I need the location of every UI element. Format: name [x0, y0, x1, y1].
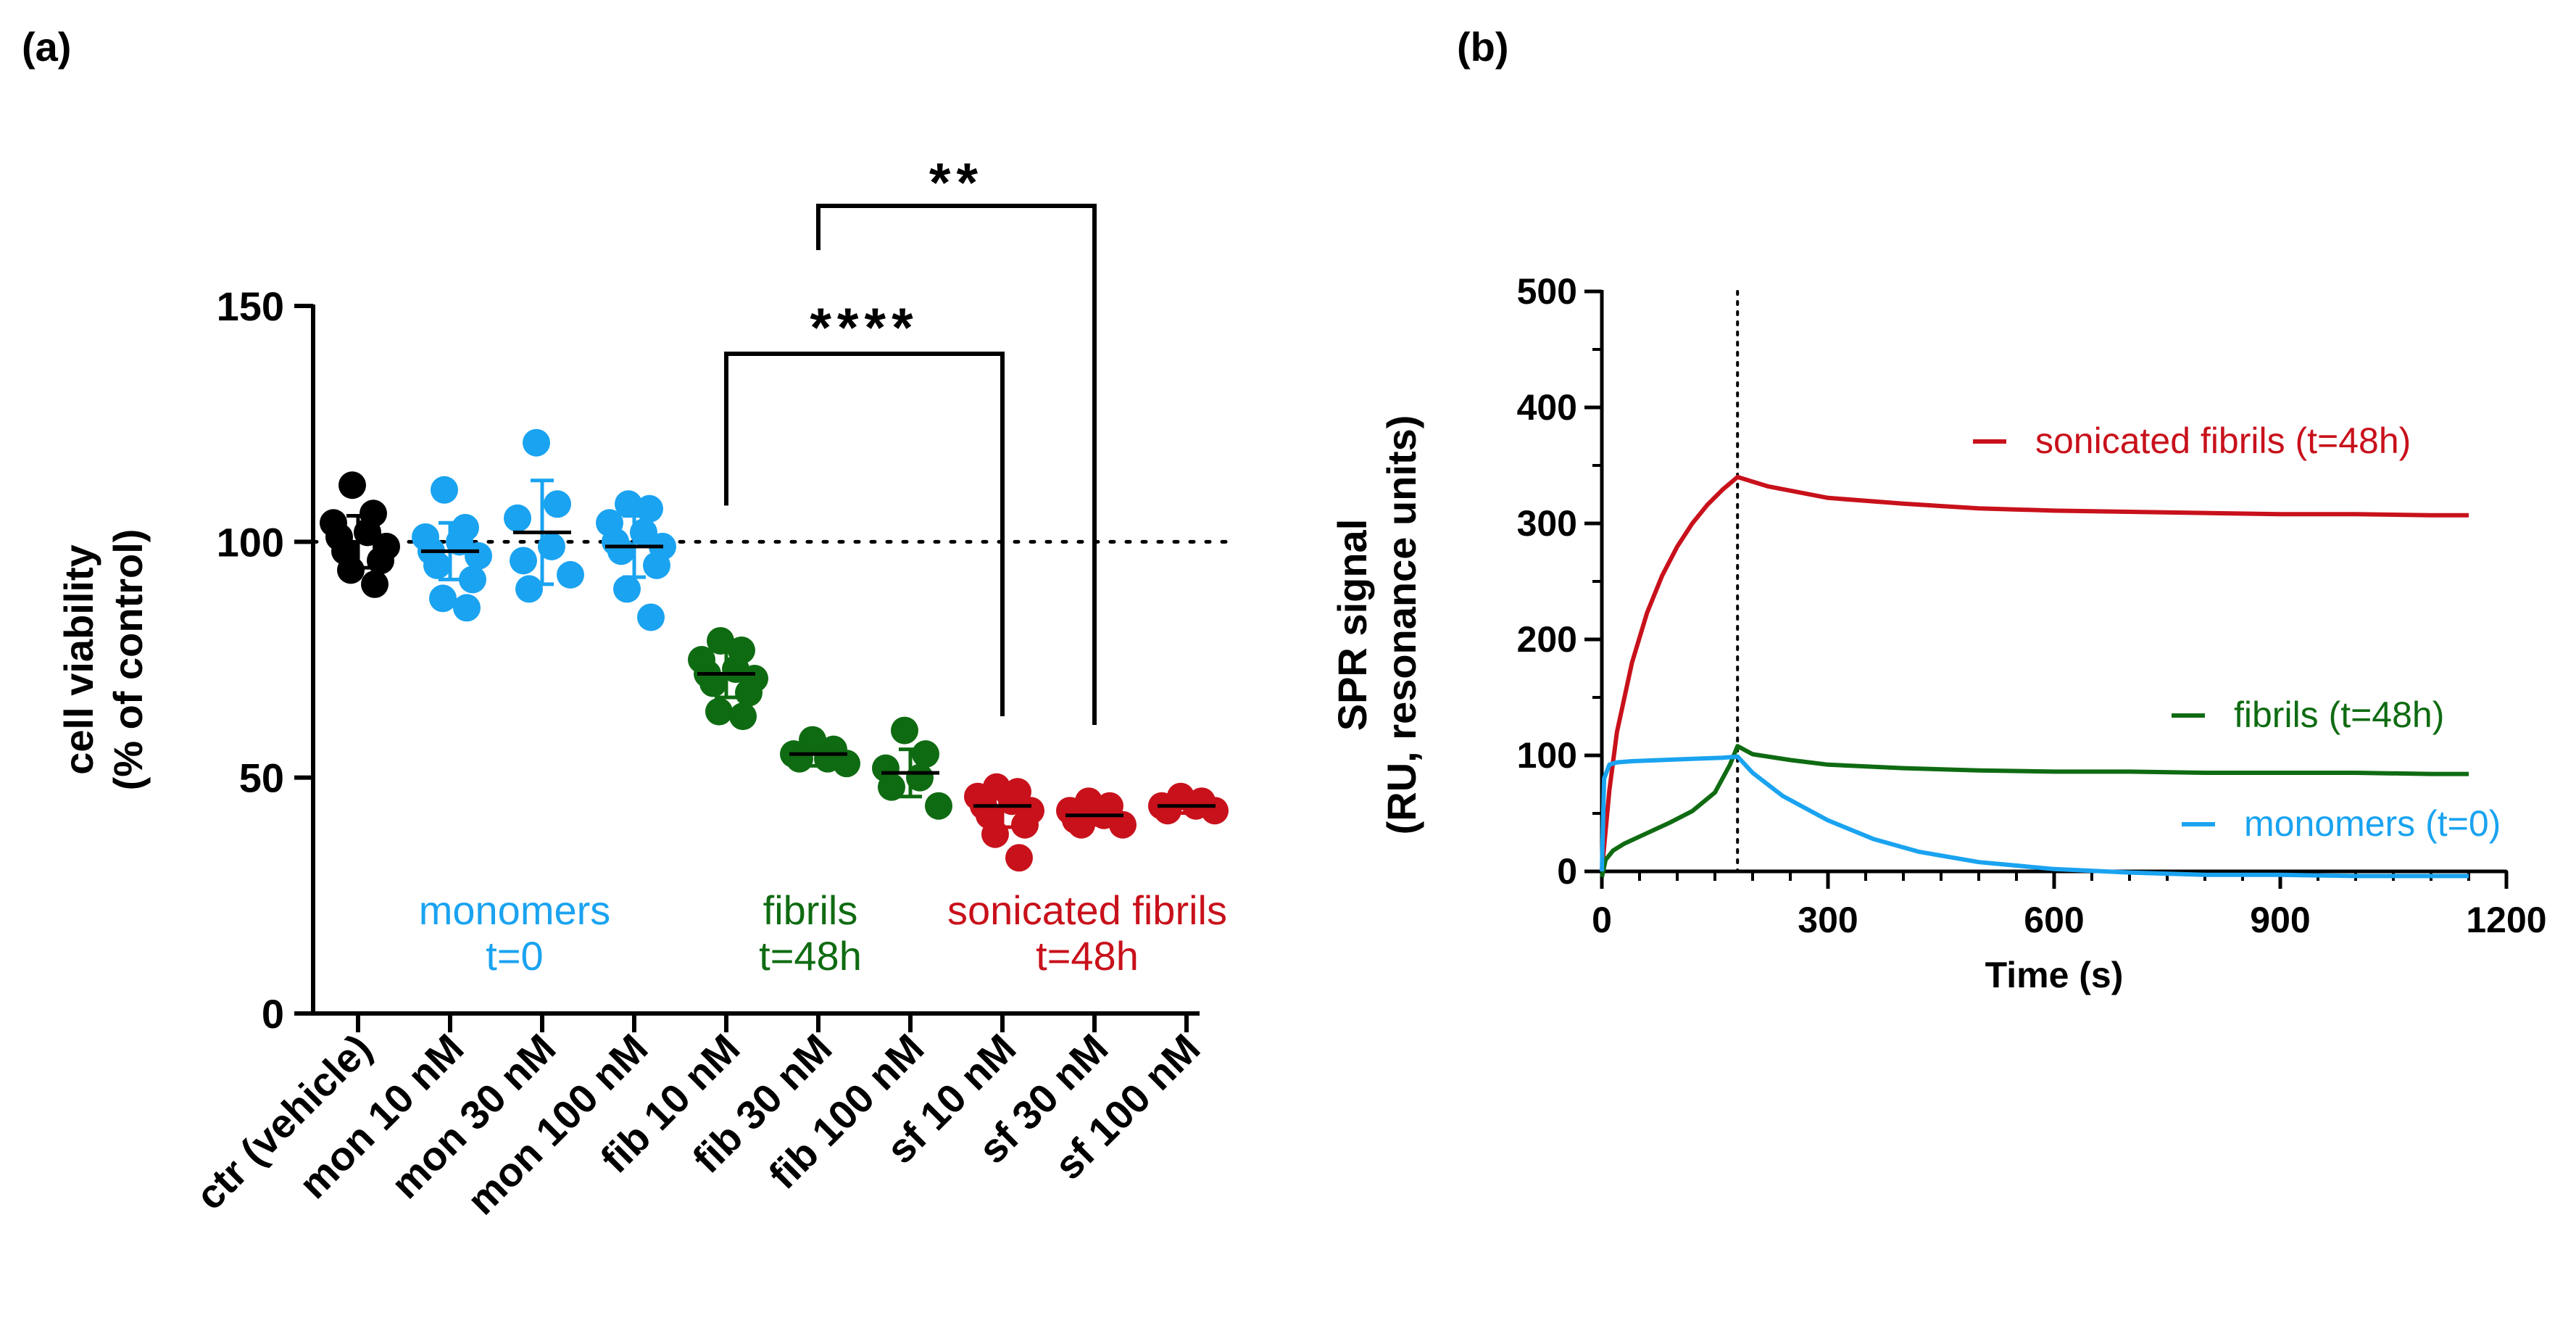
legend-label: monomers (t=0) — [2244, 803, 2501, 844]
data-point — [523, 428, 550, 457]
data-point — [707, 626, 734, 655]
data-point — [338, 471, 366, 499]
data-point — [643, 551, 670, 579]
data-point — [637, 603, 665, 631]
y-tick-label-b: 200 — [1517, 619, 1577, 660]
y-axis-label-a-line1: cell viability — [56, 544, 101, 775]
group-label-line2: t=0 — [486, 933, 543, 979]
data-point — [729, 702, 757, 731]
y-tick-label-b: 400 — [1517, 387, 1577, 428]
data-point — [1005, 844, 1033, 872]
y-tick-label-b: 0 — [1557, 851, 1577, 892]
group-label-line2: t=48h — [759, 933, 862, 979]
y-axis-label-b: SPR signal(RU, resonance units) — [1329, 415, 1424, 835]
significance-bracket — [816, 204, 1097, 725]
data-point — [337, 556, 365, 584]
x-tick-label-b: 0 — [1592, 900, 1612, 940]
data-point — [1011, 810, 1039, 839]
data-point — [367, 547, 394, 575]
group-label-line1: fibrils — [763, 887, 858, 933]
data-point — [429, 584, 457, 613]
data-point — [557, 560, 584, 589]
data-point — [1154, 797, 1181, 825]
data-point — [1201, 797, 1229, 825]
y-tick-label-a: 0 — [262, 991, 284, 1037]
x-axis-label-b: Time (s) — [1985, 955, 2124, 995]
data-point — [510, 547, 537, 575]
panel-label-a: (a) — [22, 24, 71, 70]
data-point — [544, 490, 571, 518]
data-point — [504, 504, 531, 532]
data-point — [891, 716, 918, 745]
x-tick-label-b: 900 — [2250, 900, 2310, 940]
data-point — [878, 773, 905, 801]
data-point — [459, 565, 486, 594]
significance-bracket — [724, 352, 1005, 716]
data-point — [981, 820, 1009, 848]
data-point — [786, 745, 813, 773]
legend-label: fibrils (t=48h) — [2234, 694, 2444, 735]
data-point — [453, 594, 481, 622]
significance-label: **** — [810, 297, 918, 359]
x-tick-label-b: 1200 — [2466, 900, 2546, 940]
data-point — [630, 518, 657, 547]
series-line — [1600, 744, 2469, 878]
data-point — [354, 518, 381, 547]
y-axis-label-a-line2: (% of control) — [105, 529, 151, 791]
data-point — [912, 740, 939, 768]
y-axis-label-a: cell viability(% of control) — [56, 529, 151, 791]
data-point — [925, 792, 952, 820]
panel-a: (a) 0 50 100 150 cell viability(% of control)… — [22, 24, 1234, 1223]
data-point — [423, 551, 451, 579]
data-point — [636, 494, 663, 523]
y-tick-label-b: 100 — [1517, 735, 1577, 776]
data-point — [607, 537, 635, 565]
panel-b: (b) 0 100 200 300 400 500 0 300 600 900 1200 Time (s… — [1329, 24, 2547, 995]
data-point — [615, 490, 642, 518]
x-tick-label-b: 300 — [1798, 900, 1858, 940]
data-point — [1068, 810, 1095, 839]
y-tick-label-a: 150 — [217, 283, 284, 329]
group-label-line2: t=48h — [1036, 933, 1139, 979]
data-point — [538, 532, 565, 560]
data-point — [833, 750, 860, 778]
data-point — [735, 679, 763, 707]
y-tick-label-b: 300 — [1517, 503, 1577, 544]
y-tick-label-b: 500 — [1517, 271, 1577, 312]
data-point — [515, 575, 543, 603]
data-point — [906, 763, 934, 792]
data-point — [613, 575, 641, 603]
y-tick-label-a: 100 — [217, 519, 284, 565]
x-tick-label-b: 600 — [2024, 900, 2084, 940]
series-line — [1600, 475, 2469, 872]
data-point — [465, 542, 492, 570]
data-point — [431, 476, 458, 504]
data-point — [361, 570, 389, 598]
data-point — [446, 528, 473, 556]
group-label-line1: sonicated fibrils — [947, 887, 1227, 933]
legend-label: sonicated fibrils (t=48h) — [2035, 420, 2411, 461]
series-line — [1600, 754, 2469, 879]
y-axis-label-b-line2: (RU, resonance units) — [1379, 415, 1424, 835]
data-point — [1109, 810, 1137, 839]
panel-label-b: (b) — [1457, 24, 1509, 70]
y-axis-label-b-line1: SPR signal — [1329, 519, 1375, 731]
data-point — [705, 697, 733, 726]
group-label-line1: monomers — [419, 887, 611, 933]
y-tick-label-a: 50 — [239, 755, 284, 801]
significance-label: ** — [929, 152, 984, 214]
data-point — [699, 669, 727, 697]
